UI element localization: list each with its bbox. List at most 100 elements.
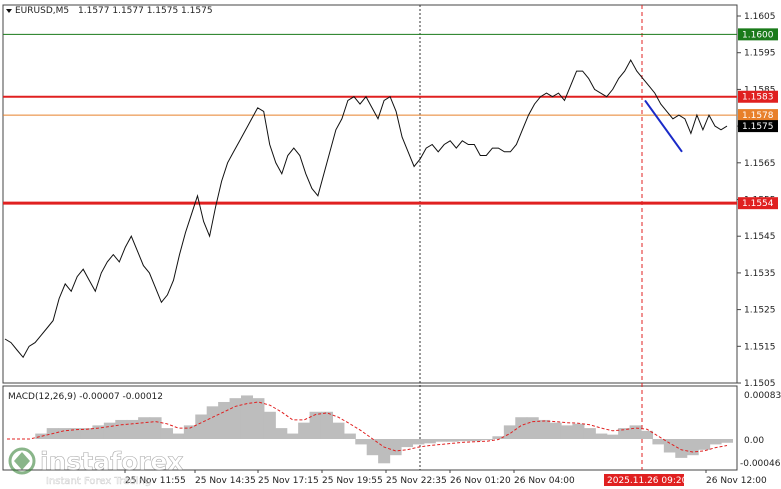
macd-bar [138,417,151,439]
level-tag-label: 1.1600 [742,30,774,40]
macd-bar [595,433,608,439]
macd-bar [103,422,116,439]
macd-bar [583,428,596,439]
macd-bar [675,439,688,458]
ohlc-label: 1.1577 1.1577 1.1575 1.1575 [78,6,213,16]
macd-bar [275,428,288,439]
x-tick-label: 26 Nov 12:00 [706,476,767,486]
macd-bar [400,439,414,448]
macd-bar [538,419,551,439]
macd-bar [69,428,82,439]
macd-bar [298,422,311,439]
macd-bar [652,439,665,445]
level-lines [3,33,737,205]
price-series [4,58,728,359]
macd-pane-frame [2,385,738,471]
level-tag-label: 1.1578 [742,111,774,121]
macd-bar [480,439,494,441]
macd-label: MACD(12,26,9) -0.00007 -0.00012 [8,392,163,402]
level-tag-box [738,197,778,210]
macd-bar [412,439,425,445]
macd-histogram [35,395,734,464]
macd-tick-bottom: -0.00046 [740,459,781,469]
macd-bar [446,439,459,442]
time-axis: 25 Nov 11:55 25 Nov 14:35 25 Nov 17:15 25 N… [124,470,767,486]
macd-tick-zero: 0.00 [744,436,764,446]
grid [2,4,738,471]
level-tag-box [738,120,778,133]
macd-bar [515,417,528,439]
y-tick-label: 1.1545 [744,232,776,242]
y-tick-label: 1.1535 [744,269,776,279]
x-tick-label: 25 Nov 22:35 [386,476,447,486]
level-tag-box [738,109,778,122]
macd-bar [549,422,562,439]
macd-bar [240,395,254,439]
macd-bar [286,433,299,439]
x-tick-label: 25 Nov 11:55 [125,476,186,486]
macd-bar [206,406,219,439]
macd-bar [35,433,48,439]
macd-bar [149,417,162,439]
macd-bar [606,434,619,439]
watermark-brand: instaforex [40,447,184,476]
y-tick-label: 1.1585 [744,85,776,95]
macd-bar [663,439,676,453]
price-pane-frame [2,4,738,384]
y-tick-label: 1.1605 [744,12,776,22]
y-tick-label: 1.1505 [744,379,776,389]
macd-bar [160,428,174,439]
macd-bar [115,419,128,439]
macd-bar [720,439,734,443]
macd-bar [435,439,448,442]
macd-bar [58,428,71,439]
y-tick-label: 1.1525 [744,306,776,316]
macd-bar [332,422,345,439]
watermark-tagline: Instant Forex Trading [46,476,151,487]
time-marker-label: 2025.11.26 09:20 [607,476,688,486]
macd-bar [698,439,711,450]
macd-bar [572,423,585,439]
collapse-arrow-icon[interactable] [6,9,12,13]
macd-bar [172,433,185,439]
macd-bar [423,439,436,444]
level-tag-label: 1.1583 [742,93,774,103]
macd-bar [263,411,276,439]
macd-tick-top: 0.00083 [744,391,781,401]
x-tick-label: 25 Nov 19:55 [322,476,383,486]
macd-bar [469,439,482,442]
macd-bar [560,425,574,439]
y-tick-label: 1.1595 [744,49,776,59]
y-tick-label: 1.1565 [744,159,776,169]
trend-line [644,99,683,153]
macd-bar [252,398,265,439]
x-tick-label: 25 Nov 14:35 [195,476,256,486]
level-tag-box [738,90,778,103]
level-tag-box [738,28,778,41]
macd-bar [629,425,642,439]
level-tag-label: 1.1575 [742,122,774,132]
macd-bar [492,436,505,439]
macd-bar [80,428,94,439]
macd-bar [355,439,368,445]
time-marker-box [604,474,684,486]
macd-bar [343,433,356,439]
y-tick-label: 1.1515 [744,342,776,352]
macd-bar [183,425,196,439]
macd-bar [92,425,105,439]
macd-bar [195,414,208,439]
macd-bar [618,428,631,439]
macd-bar [366,439,379,456]
macd-bar [526,417,539,439]
macd-bar [378,439,391,464]
instaforex-logo: instaforex Instant Forex Trading [8,447,184,487]
macd-bar [458,439,471,442]
macd-bar [709,439,722,445]
x-tick-label: 26 Nov 04:00 [514,476,575,486]
macd-signal-line [7,401,728,453]
macd-bar [218,401,231,439]
macd-bar [389,439,402,456]
